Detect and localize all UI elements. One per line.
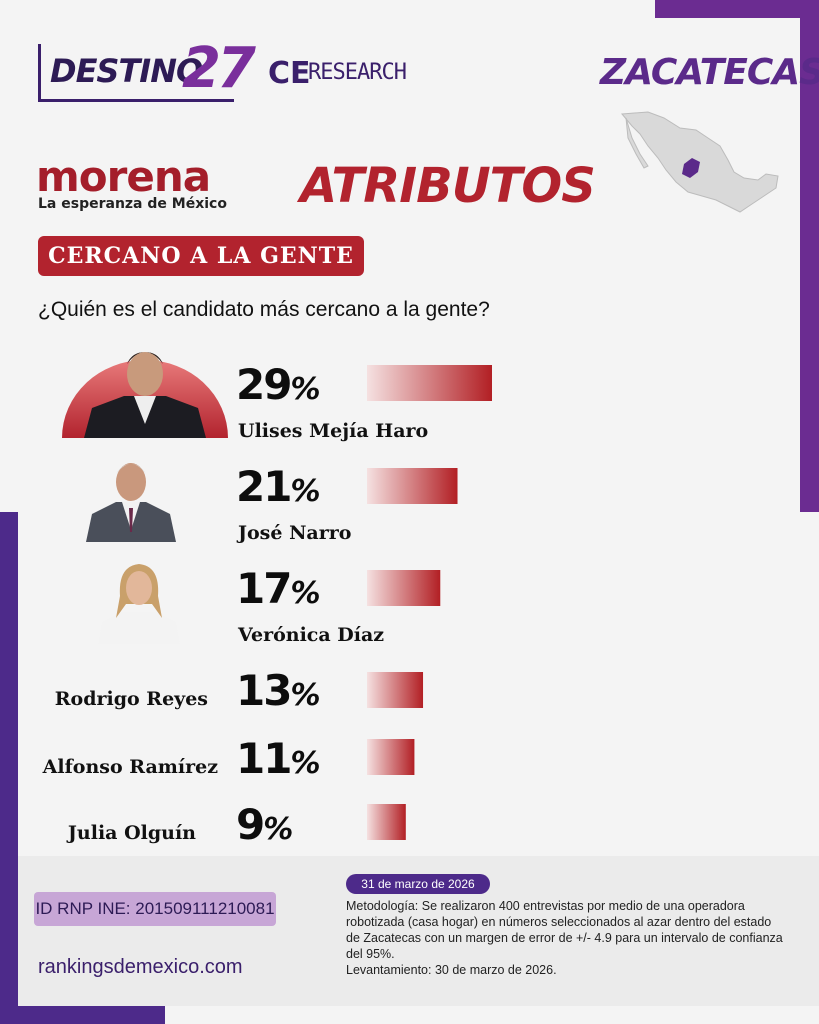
section-title: ATRIBUTOS [300, 158, 596, 214]
frame-bar-left [0, 512, 18, 1024]
bar-chart [367, 365, 492, 840]
percent-sign: % [290, 576, 320, 611]
methodology-paragraph: Metodología: Se realizaron 400 entrevist… [346, 899, 783, 961]
attribute-badge: CERCANO A LA GENTE [38, 236, 364, 276]
frame-bar-bottom [0, 1006, 165, 1024]
survey-question: ¿Quién es el candidato más cercano a la … [38, 298, 490, 321]
category-label: Julia Olguín [67, 822, 196, 844]
bar-5 [367, 739, 415, 775]
research-logo: RESEARCH [308, 60, 407, 85]
bar-3 [367, 570, 441, 606]
candidate-photo-1 [62, 334, 228, 438]
category-label: Rodrigo Reyes [54, 688, 208, 710]
category-label: Verónica Díaz [238, 624, 385, 646]
fieldwork-line: Levantamiento: 30 de marzo de 2026. [346, 963, 557, 977]
value-label: 17% [236, 564, 321, 613]
category-label: Ulises Mejía Haro [238, 420, 429, 442]
bar-1 [367, 365, 492, 401]
category-label: Alfonso Ramírez [42, 756, 218, 778]
category-label: José Narro [238, 522, 352, 544]
destino-logo-number: 27 [182, 36, 256, 101]
rnp-badge: ID RNP INE: 201509111210081 [34, 892, 276, 926]
percent-sign: % [290, 746, 320, 781]
date-badge: 31 de marzo de 2026 [346, 874, 490, 894]
party-logo: morena [36, 152, 211, 201]
bar-4 [367, 672, 424, 708]
frame-bar-top [655, 0, 819, 18]
bar-2 [367, 468, 458, 504]
percent-sign: % [290, 678, 320, 713]
value-label: 11% [236, 734, 321, 783]
bar-6 [367, 804, 406, 840]
website-link[interactable]: rankingsdemexico.com [38, 956, 243, 978]
percent-sign: % [290, 372, 320, 407]
value-label: 21% [236, 462, 321, 511]
percent-sign: % [263, 812, 293, 847]
value-label: 13% [236, 666, 321, 715]
value-label: 29% [236, 360, 321, 409]
candidate-photo-3 [98, 556, 180, 644]
methodology-text: Metodología: Se realizaron 400 entrevist… [346, 898, 786, 978]
destino-logo-frame [38, 44, 234, 102]
state-title: ZACATECAS [600, 52, 819, 93]
percent-sign: % [290, 474, 320, 509]
destino-logo-text: DESTINO [50, 52, 203, 90]
value-label: 9% [236, 800, 293, 849]
mexico-map-icon [618, 108, 784, 220]
ce-logo: CE [268, 56, 311, 91]
candidate-photo-2 [86, 452, 176, 542]
frame-bar-right [800, 0, 819, 512]
party-tagline: La esperanza de México [38, 196, 227, 212]
